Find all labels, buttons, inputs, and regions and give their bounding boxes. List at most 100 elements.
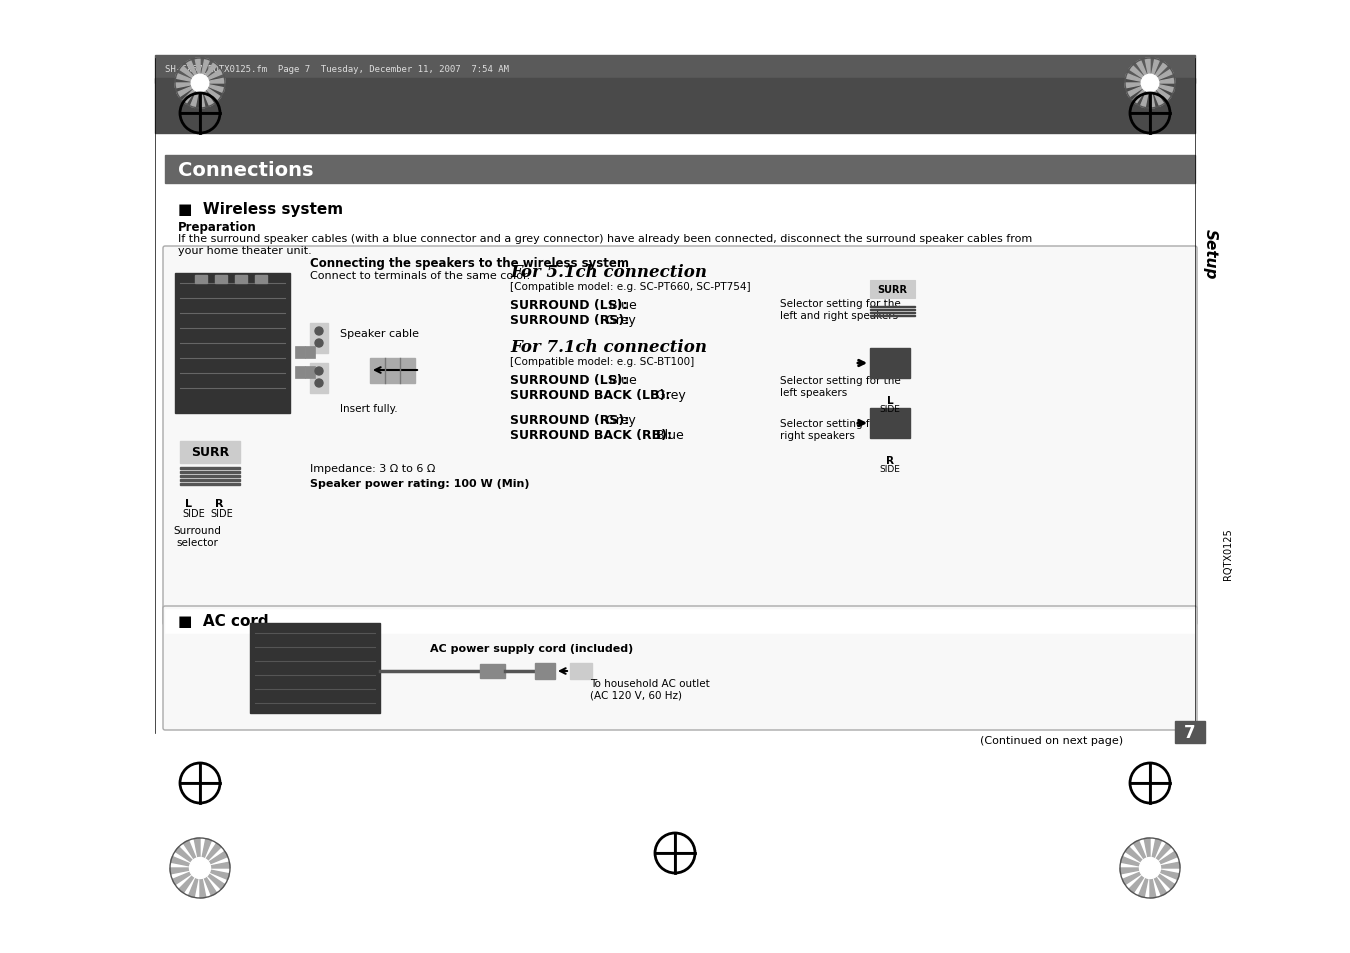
Wedge shape <box>1150 84 1174 93</box>
Wedge shape <box>1150 84 1164 107</box>
Wedge shape <box>1127 84 1150 98</box>
Bar <box>370 358 414 384</box>
Wedge shape <box>1125 847 1150 868</box>
Bar <box>310 324 328 354</box>
Circle shape <box>189 858 211 879</box>
Bar <box>165 609 1195 634</box>
Wedge shape <box>176 84 200 89</box>
Text: SIDE: SIDE <box>880 405 900 414</box>
Circle shape <box>315 368 323 375</box>
Text: SURR: SURR <box>878 285 907 294</box>
Bar <box>180 483 240 485</box>
Wedge shape <box>178 868 200 893</box>
Bar <box>869 281 915 298</box>
Wedge shape <box>1150 851 1177 868</box>
Text: SIDE: SIDE <box>211 509 232 518</box>
Bar <box>869 306 915 308</box>
Wedge shape <box>1120 857 1150 868</box>
Bar <box>180 468 240 470</box>
Text: Preparation: Preparation <box>178 221 256 233</box>
Bar <box>869 409 910 438</box>
Wedge shape <box>180 67 200 84</box>
Wedge shape <box>182 84 200 105</box>
Wedge shape <box>200 59 209 84</box>
Bar <box>180 472 240 474</box>
Text: ■  Wireless system: ■ Wireless system <box>178 202 343 216</box>
Wedge shape <box>1150 63 1168 84</box>
Text: Connections: Connections <box>178 160 313 179</box>
Bar <box>1174 721 1206 743</box>
Text: SURROUND (LS):: SURROUND (LS): <box>510 298 628 312</box>
Text: Impedance: 3 Ω to 6 Ω: Impedance: 3 Ω to 6 Ω <box>310 463 435 474</box>
Wedge shape <box>173 868 200 884</box>
Wedge shape <box>170 868 200 874</box>
Wedge shape <box>1150 79 1174 84</box>
Wedge shape <box>1150 868 1156 898</box>
Wedge shape <box>200 63 217 84</box>
Bar <box>235 275 247 284</box>
Text: SIDE: SIDE <box>880 464 900 474</box>
Text: Speaker power rating: 100 W (Min): Speaker power rating: 100 W (Min) <box>310 478 529 489</box>
Wedge shape <box>1150 84 1154 109</box>
Wedge shape <box>190 84 200 109</box>
Text: SURR: SURR <box>190 446 230 459</box>
Wedge shape <box>200 851 228 868</box>
Bar <box>180 476 240 477</box>
Circle shape <box>1139 858 1161 879</box>
Text: Connecting the speakers to the wireless system: Connecting the speakers to the wireless … <box>310 256 629 270</box>
Text: SIDE: SIDE <box>182 509 205 518</box>
Circle shape <box>315 328 323 335</box>
Text: SURROUND BACK (RB):: SURROUND BACK (RB): <box>510 429 672 441</box>
Wedge shape <box>200 84 213 107</box>
Bar <box>535 663 555 679</box>
Wedge shape <box>1150 59 1160 84</box>
Text: [Compatible model: e.g. SC-BT100]: [Compatible model: e.g. SC-BT100] <box>510 356 694 367</box>
Text: Surround
selector: Surround selector <box>173 525 221 547</box>
Text: ■  AC cord: ■ AC cord <box>178 614 269 628</box>
Wedge shape <box>1129 67 1150 84</box>
Text: RQTX0125: RQTX0125 <box>1223 528 1233 579</box>
Circle shape <box>315 339 323 348</box>
Wedge shape <box>177 84 200 98</box>
Bar <box>869 309 915 311</box>
Bar <box>255 275 267 284</box>
Wedge shape <box>189 868 200 898</box>
Wedge shape <box>1122 868 1150 884</box>
Wedge shape <box>1150 868 1180 880</box>
Wedge shape <box>1150 843 1172 868</box>
Bar <box>869 313 915 314</box>
Wedge shape <box>200 868 205 898</box>
Text: Grey: Grey <box>602 314 636 327</box>
Text: Selector setting for the
left and right speakers: Selector setting for the left and right … <box>780 298 900 320</box>
Text: Insert fully.: Insert fully. <box>340 403 398 414</box>
Wedge shape <box>1126 74 1150 84</box>
Wedge shape <box>200 868 225 889</box>
Text: AC power supply cord (included): AC power supply cord (included) <box>431 643 633 654</box>
Wedge shape <box>176 74 200 84</box>
Text: SURROUND (RS):: SURROUND (RS): <box>510 314 629 327</box>
Wedge shape <box>200 843 221 868</box>
Text: Selector setting for the
left speakers: Selector setting for the left speakers <box>780 375 900 397</box>
Wedge shape <box>200 84 205 109</box>
Text: If the surround speaker cables (with a blue connector and a grey connector) have: If the surround speaker cables (with a b… <box>178 233 1033 255</box>
Wedge shape <box>200 84 224 93</box>
Text: Blue: Blue <box>652 429 683 441</box>
Wedge shape <box>1150 868 1166 896</box>
Text: For 7.1ch connection: For 7.1ch connection <box>510 338 707 355</box>
Wedge shape <box>1150 84 1170 102</box>
Wedge shape <box>200 862 230 868</box>
Bar <box>570 663 593 679</box>
Wedge shape <box>1141 84 1150 109</box>
Text: Setup: Setup <box>1203 229 1218 279</box>
Bar <box>296 367 305 378</box>
Wedge shape <box>1150 839 1161 868</box>
Wedge shape <box>1150 862 1180 868</box>
Text: For 5.1ch connection: For 5.1ch connection <box>510 264 707 281</box>
Wedge shape <box>200 79 225 84</box>
Wedge shape <box>186 61 200 84</box>
Text: L: L <box>185 498 192 509</box>
Bar <box>215 275 227 284</box>
Wedge shape <box>1134 841 1150 868</box>
Bar <box>296 347 305 358</box>
Text: SURROUND BACK (LB):: SURROUND BACK (LB): <box>510 389 671 401</box>
